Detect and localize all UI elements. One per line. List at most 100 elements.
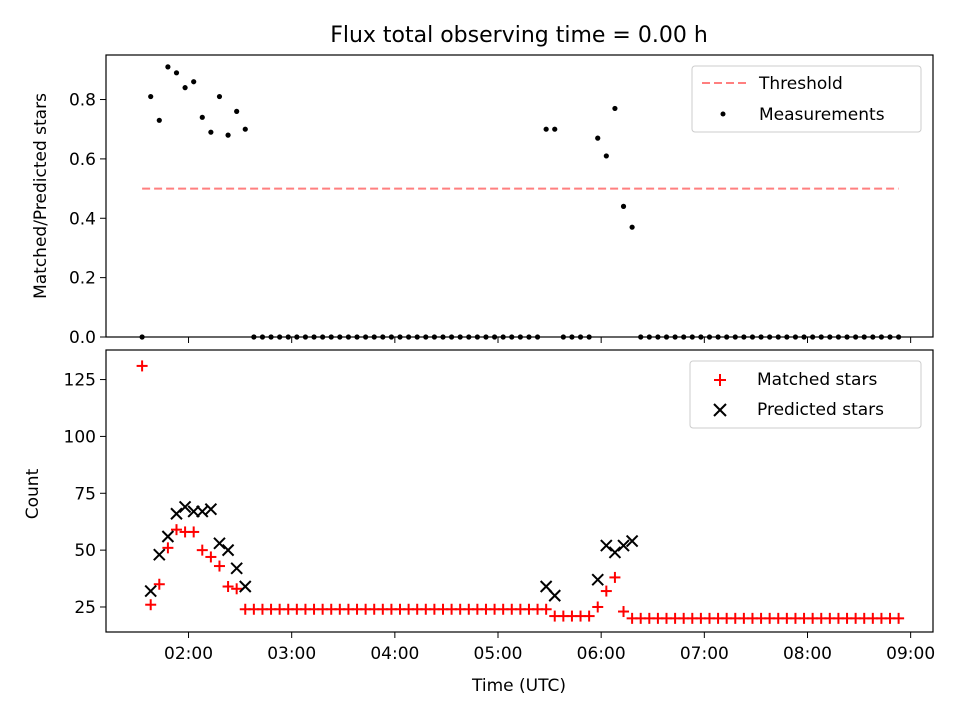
chart-title: Flux total observing time = 0.00 h [330,23,708,48]
measurement-point [388,334,395,340]
count-y-tick-label: 75 [74,484,96,504]
predicted-star-marker [213,537,226,550]
measurement-point [225,132,231,138]
measurement-point [448,334,455,340]
measurement-point [681,334,687,340]
measurement-point [380,334,386,340]
measurement-point [328,334,334,340]
measurement-point [500,334,506,340]
measurements-legend-swatch [720,111,726,117]
measurement-point [698,334,704,340]
matched-star-marker [609,571,621,583]
measurement-point [655,334,661,340]
count-legend-box [689,360,922,429]
matched-star-marker [222,581,234,593]
predicted-star-marker [230,562,243,575]
x-axis-label: Time (UTC) [471,676,566,696]
measurement-point [663,334,670,340]
measurement-point [526,334,532,340]
predicted-star-marker [221,543,235,557]
measurement-point [139,334,145,340]
count-y-ticks: 25 50 75 100 125 [64,371,106,618]
ratio-panel: Matched/Predicted stars 0.00.20.40.60.8 … [31,54,934,348]
measurement-point [423,334,429,340]
measurement-point [251,334,257,340]
measurement-point [775,334,781,340]
predicted-star-marker [153,548,166,561]
ratio-legend-box [691,65,922,133]
measurement-point [242,126,248,132]
measurement-point [199,114,205,120]
matched-star-markers [136,360,905,624]
measurement-point [818,334,824,340]
predicted-star-markers [144,500,639,602]
count-y-tick-label: 100 [64,427,96,447]
matched-star-marker [893,612,905,624]
measurement-point [534,334,541,340]
measurement-point [148,93,154,100]
count-x-tick-label: 09:00 [886,644,935,664]
count-x-tick-label: 02:00 [164,644,213,664]
measurement-point [724,334,730,340]
predicted-star-marker [170,507,183,520]
count-y-tick-label: 125 [64,371,96,391]
measurement-point [173,70,180,76]
matched-star-marker [600,585,612,597]
predicted-star-marker [178,500,192,514]
measurement-point [345,334,352,340]
measurement-points [139,64,902,340]
measurement-point [302,334,309,340]
measurement-point [844,334,850,340]
threshold-legend-label: Threshold [758,74,843,94]
predicted-star-marker [144,584,157,598]
measurement-point [646,334,652,340]
count-x-tick-label: 05:00 [474,644,523,664]
count-y-tick-label: 25 [74,598,96,618]
predicted-legend-swatch [713,403,727,417]
matched-star-marker [145,599,157,611]
matched-star-marker [153,578,165,590]
measurement-point [612,105,618,112]
measurement-point [165,64,171,70]
measurement-point [749,334,756,340]
count-legend: Matched stars Predicted stars [689,360,922,429]
matched-star-marker [618,606,630,618]
matched-star-marker [170,524,182,536]
ratio-y-axis-label: Matched/Predicted stars [31,93,51,299]
measurement-point [517,334,523,340]
matched-star-marker [540,603,552,615]
measurement-point [672,334,678,340]
measurement-point [835,334,842,340]
measurement-point [732,334,738,340]
matched-legend-swatch [714,374,726,386]
count-x-tick-label: 06:00 [577,644,626,664]
measurement-point [354,334,360,340]
ratio-y-tick-label: 0.8 [69,91,96,111]
matched-star-marker [213,560,225,572]
count-x-ticks: 02:00 03:00 04:00 05:00 06:00 07:00 08:00 09:00 [164,632,935,664]
predicted-star-marker [625,534,639,548]
matched-star-marker [136,360,148,372]
measurement-point [870,334,876,340]
measurement-point [784,334,790,340]
measurement-point [586,334,592,340]
ratio-y-ticks: 0.0 0.2 0.4 0.6 0.8 [69,91,106,348]
predicted-legend-label: Predicted stars [757,400,884,420]
measurement-point [560,334,566,340]
measurement-point [887,334,893,340]
measurement-point [337,334,343,340]
measurement-point [156,117,162,123]
measurement-point [371,334,377,340]
measurement-point [827,334,833,340]
matched-star-marker [196,544,208,556]
measurement-point [543,126,549,132]
measurement-point [182,85,188,91]
ratio-y-tick-label: 0.6 [69,150,96,170]
predicted-star-marker [600,539,613,552]
measurement-point [801,334,807,340]
measurement-point [474,334,480,340]
predicted-star-marker [608,546,622,559]
measurement-point [491,334,498,340]
measurement-point [853,334,859,340]
